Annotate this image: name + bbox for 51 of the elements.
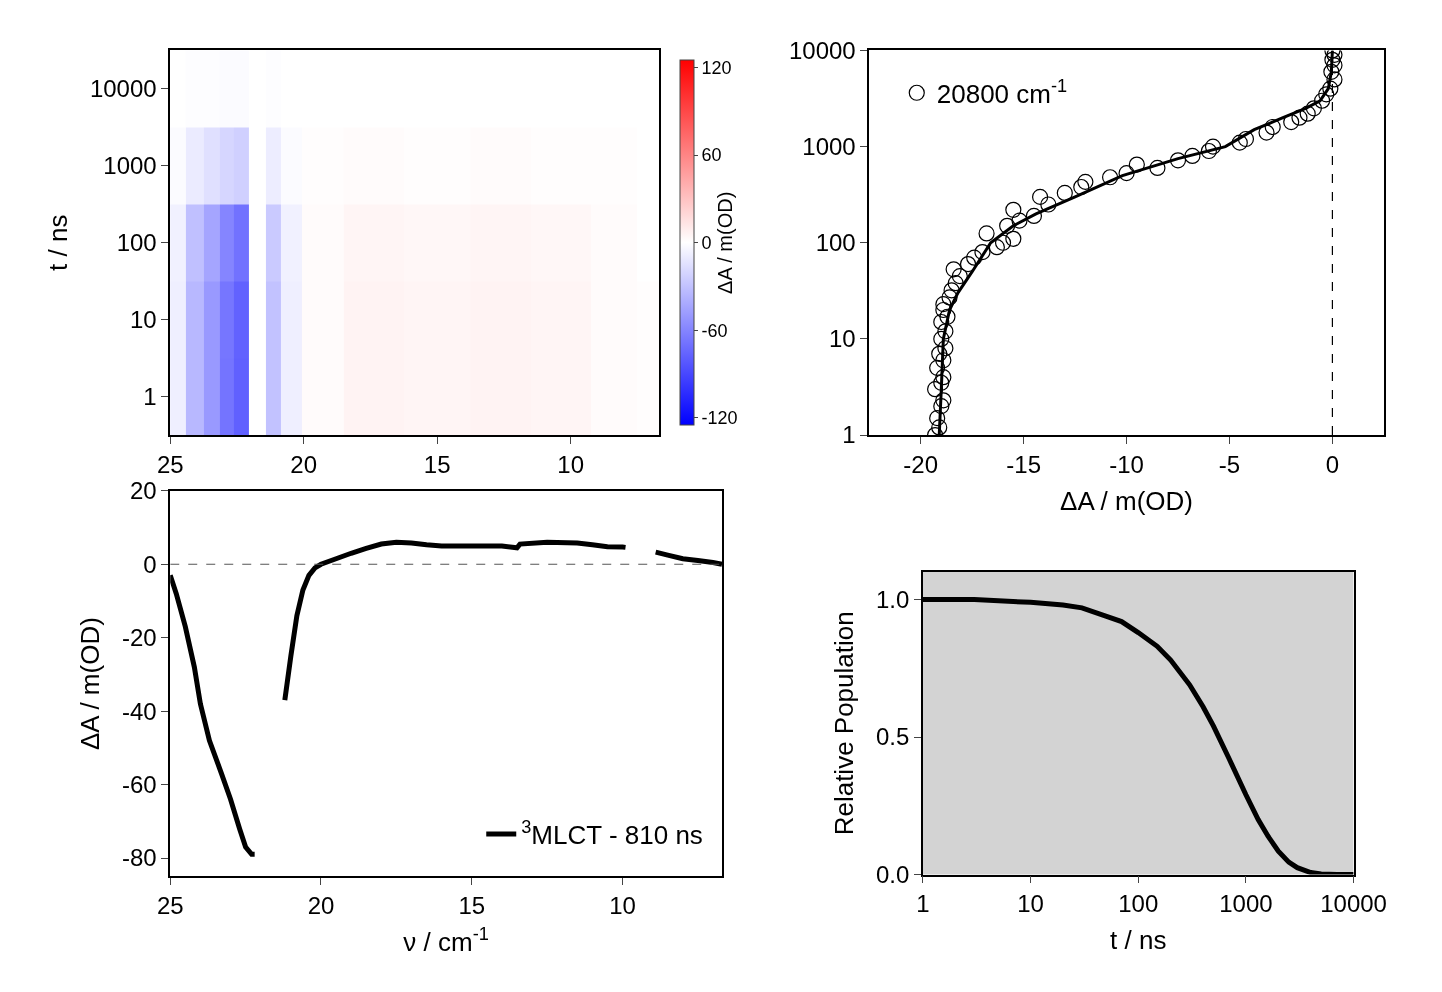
legend-label: 20800 cm$^{-1}$ xyxy=(936,75,1068,109)
y-tick-label: 100 xyxy=(815,229,856,257)
x-tick-label: 1000 xyxy=(1219,890,1273,918)
y-tick-label: 1000 xyxy=(103,152,157,180)
color-bar-title: ΔA / m(OD) xyxy=(713,191,736,294)
x-tick-label: 100 xyxy=(1118,890,1159,918)
x-tick-label: 10000 xyxy=(1320,890,1387,918)
x-tick-label: -15 xyxy=(1006,450,1041,478)
y-tick-label: 0.5 xyxy=(875,723,910,751)
y-tick-label: 1 xyxy=(143,383,157,411)
legend-label: $^{3}$MLCT - 810 ns xyxy=(521,817,703,851)
x-tick-label: 0 xyxy=(1325,450,1340,478)
x-axis-title: ΔA / m(OD) xyxy=(1060,485,1194,516)
y-tick-label: 100 xyxy=(116,229,157,257)
y-axis-title: t / ns xyxy=(42,214,73,271)
y-tick-label: -20 xyxy=(121,624,157,652)
y-tick-label: -80 xyxy=(121,844,157,872)
y-tick-label: -40 xyxy=(121,697,157,725)
y-tick-label: 10000 xyxy=(788,36,856,64)
color-bar-label: 60 xyxy=(701,145,722,166)
x-tick-label: 25 xyxy=(156,450,184,478)
y-axis-title: Relative Population xyxy=(828,611,859,836)
x-tick-label: -10 xyxy=(1109,450,1144,478)
y-tick-label: 1 xyxy=(842,421,856,449)
x-tick-label: -5 xyxy=(1218,450,1241,478)
color-bar-label: -60 xyxy=(701,320,728,341)
x-tick-label: 10 xyxy=(1017,890,1044,918)
x-tick-label: 20 xyxy=(307,891,335,919)
color-bar-label: 0 xyxy=(701,233,712,254)
x-tick-label: -20 xyxy=(903,450,939,478)
color-bar-label: -120 xyxy=(701,408,738,429)
x-tick-label: 1 xyxy=(916,890,930,918)
x-tick-label: 10 xyxy=(557,450,584,478)
x-axis-title: t / ns xyxy=(1110,925,1167,956)
y-tick-label: 10000 xyxy=(89,75,157,103)
x-tick-label: 15 xyxy=(423,450,451,478)
y-tick-label: 0 xyxy=(143,550,157,578)
x-tick-label: 10 xyxy=(609,891,636,919)
y-tick-label: 10 xyxy=(828,325,856,353)
x-tick-label: 15 xyxy=(458,891,486,919)
color-bar-label: 120 xyxy=(701,57,732,78)
x-axis-title: ν / cm$^{-1}$ xyxy=(403,924,489,958)
y-tick-label: 0.0 xyxy=(875,860,910,888)
y-tick-label: 1.0 xyxy=(875,585,910,613)
y-tick-label: 20 xyxy=(129,477,157,505)
y-tick-label: 10 xyxy=(129,306,157,334)
y-tick-label: 1000 xyxy=(802,133,856,161)
y-tick-label: -60 xyxy=(121,770,157,798)
x-tick-label: 20 xyxy=(290,450,318,478)
y-axis-title: ΔA / m(OD) xyxy=(74,617,105,751)
x-tick-label: 25 xyxy=(156,891,184,919)
